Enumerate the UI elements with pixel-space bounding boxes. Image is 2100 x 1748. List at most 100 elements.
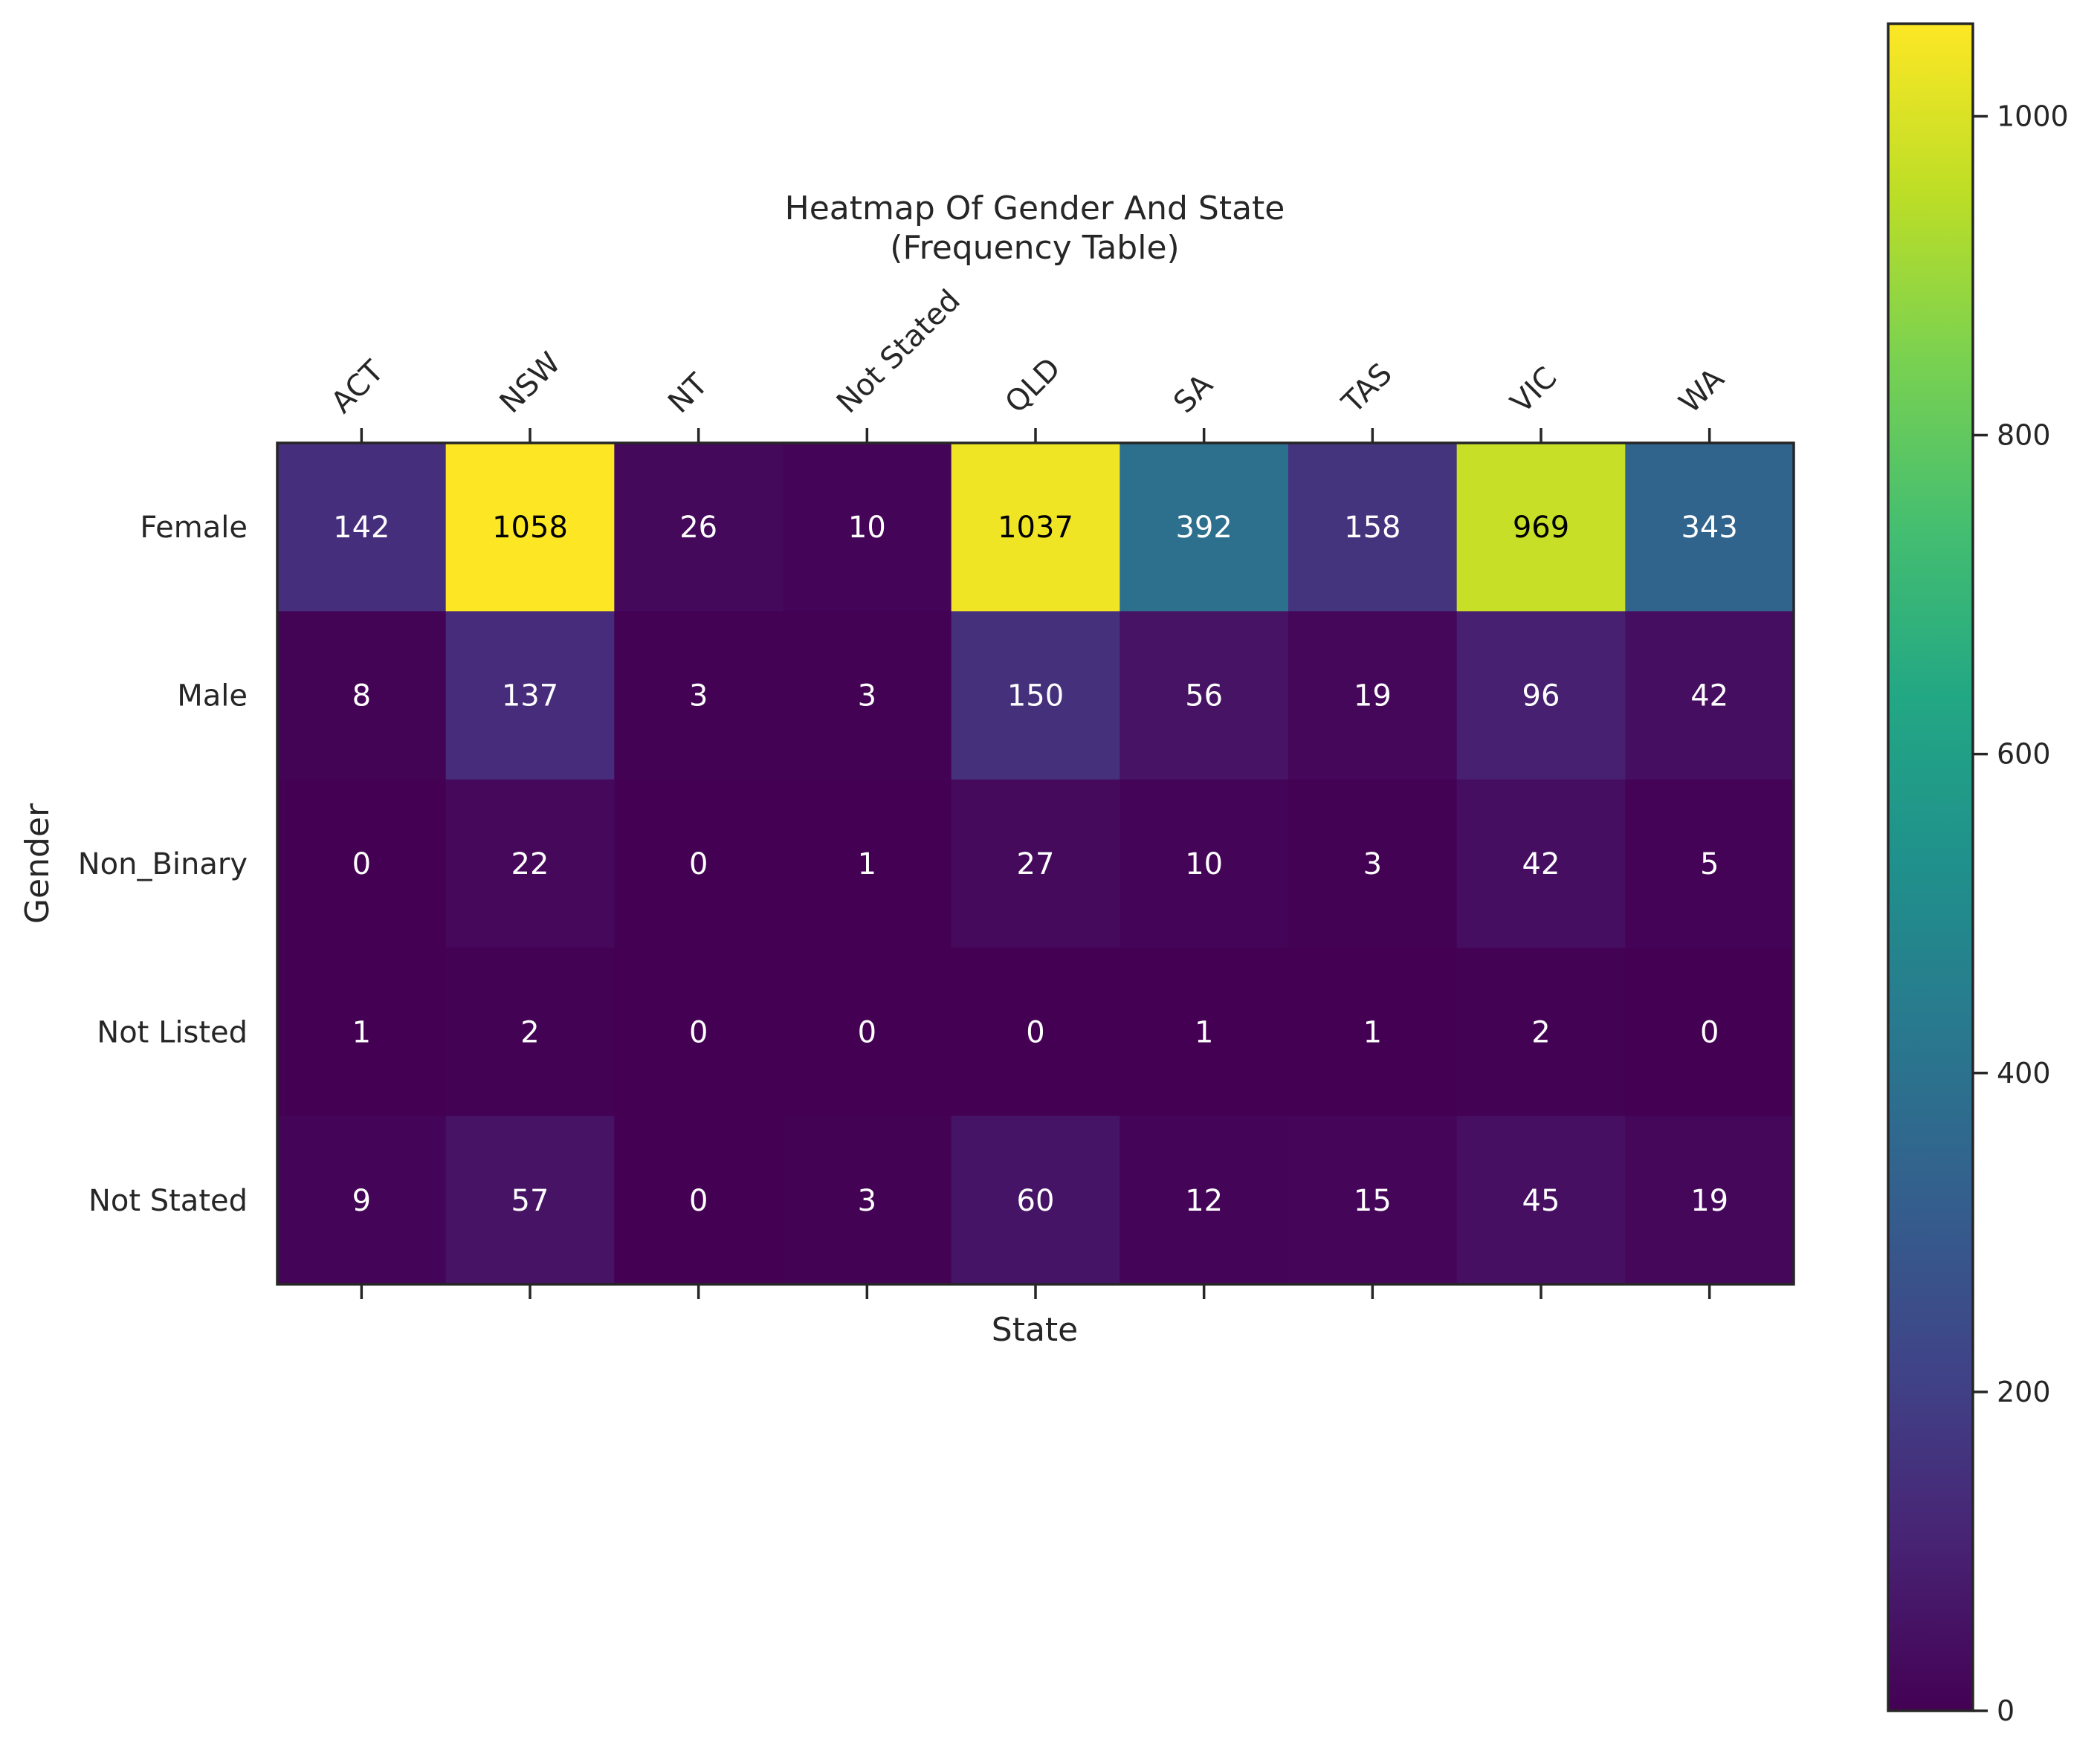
cell-value-label: 10: [848, 511, 886, 545]
heatmap-cell: [783, 443, 952, 612]
heatmap-cell: [1456, 779, 1626, 948]
cell-value-label: 56: [1185, 679, 1223, 713]
heatmap-cell: [783, 948, 952, 1117]
cell-value-label: 3: [1363, 847, 1382, 881]
heatmap-cell: [783, 1116, 952, 1285]
x-tick-label: Not Stated: [830, 283, 967, 420]
heatmap-cell: [1120, 1116, 1289, 1285]
heatmap-cell: [1456, 948, 1626, 1117]
cell-value-label: 1058: [492, 511, 568, 545]
heatmap-cell: [1120, 948, 1289, 1117]
heatmap-cell: [277, 1116, 447, 1285]
heatmap-cell: [614, 611, 784, 780]
heatmap-cell: [951, 779, 1120, 948]
heatmap-cell: [1625, 611, 1794, 780]
cell-value-label: 9: [352, 1184, 371, 1218]
x-tick-label: NSW: [494, 346, 568, 420]
chart-title-line-1: Heatmap Of Gender And State: [785, 190, 1285, 227]
heatmap-cell: [1288, 443, 1458, 612]
heatmap-cell: [614, 948, 784, 1117]
heatmap-cell: [1288, 1116, 1458, 1285]
y-tick-label: Male: [177, 679, 248, 713]
cell-value-label: 96: [1522, 679, 1560, 713]
colorbar-tick-label: 800: [1997, 419, 2051, 452]
heatmap-cell: [1288, 948, 1458, 1117]
heatmap-cell: [951, 948, 1120, 1117]
cell-value-label: 45: [1522, 1184, 1560, 1218]
x-tick-label: TAS: [1335, 357, 1399, 421]
y-tick-label: Non_Binary: [78, 847, 248, 881]
colorbar-tick-label: 1000: [1997, 100, 2069, 132]
cell-value-label: 2: [1531, 1015, 1550, 1049]
cell-value-label: 57: [511, 1184, 549, 1218]
cell-value-label: 2: [520, 1015, 539, 1049]
colorbar-tick-label: 400: [1997, 1057, 2051, 1090]
heatmap-cell: [614, 443, 784, 612]
x-tick-label: WA: [1673, 361, 1731, 420]
y-axis-label: Gender: [19, 803, 56, 924]
heatmap-cell: [445, 779, 615, 948]
heatmap-cell: [1120, 779, 1289, 948]
heatmap-cell: [1456, 1116, 1626, 1285]
heatmap-cell: [1120, 611, 1289, 780]
heatmap-cell: [445, 948, 615, 1117]
cell-value-label: 969: [1513, 511, 1569, 545]
y-axis-ticks: Female Male Non_Binary Not Listed Not Stated: [78, 511, 248, 1218]
heatmap-cell: [277, 611, 447, 780]
cell-value-label: 0: [689, 847, 708, 881]
colorbar-tick-label: 0: [1997, 1694, 2015, 1727]
heatmap-cell: [1625, 1116, 1794, 1285]
cell-value-label: 42: [1522, 847, 1560, 881]
heatmap-cell: [1288, 611, 1458, 780]
cell-value-label: 0: [689, 1184, 708, 1218]
heatmap-cell: [614, 779, 784, 948]
heatmap-cell: [1625, 948, 1794, 1117]
heatmap-cell: [783, 779, 952, 948]
cell-value-label: 343: [1681, 511, 1737, 545]
x-tick-label: QLD: [999, 352, 1067, 420]
y-tick-label: Not Stated: [88, 1184, 248, 1218]
colorbar-tick-label: 600: [1997, 738, 2051, 771]
cell-value-label: 19: [1354, 679, 1392, 713]
cell-value-label: 26: [679, 511, 717, 545]
x-tick-label: NT: [662, 367, 714, 420]
x-axis-label: State: [992, 1311, 1078, 1349]
chart-title-line-2: (Frequency Table): [890, 229, 1179, 267]
x-tick-label: VIC: [1505, 360, 1564, 420]
cell-value-label: 60: [1017, 1184, 1055, 1218]
cell-value-label: 0: [1700, 1015, 1719, 1049]
cell-value-label: 150: [1007, 679, 1064, 713]
cell-value-label: 5: [1700, 847, 1719, 881]
cell-value-label: 0: [352, 847, 371, 881]
colorbar-ticks: 0 200 400 600 800 1000: [1973, 100, 2069, 1727]
cell-value-label: 10: [1185, 847, 1223, 881]
heatmap-cell: [445, 611, 615, 780]
heatmap-cell: [1625, 779, 1794, 948]
cell-value-label: 3: [858, 1184, 876, 1218]
cell-value-label: 158: [1344, 511, 1400, 545]
heatmap-cell: [951, 443, 1120, 612]
heatmap-cell: [277, 443, 447, 612]
cell-value-label: 0: [858, 1015, 876, 1049]
cell-value-label: 42: [1690, 679, 1728, 713]
cell-value-label: 12: [1185, 1184, 1223, 1218]
cell-value-label: 3: [858, 679, 876, 713]
cell-value-label: 19: [1690, 1184, 1728, 1218]
cell-value-label: 0: [1026, 1015, 1044, 1049]
heatmap-cells: [277, 443, 1794, 1285]
x-tick-label: SA: [1167, 367, 1220, 420]
heatmap-cell: [1120, 443, 1289, 612]
cell-value-label: 392: [1175, 511, 1232, 545]
heatmap-cell: [951, 1116, 1120, 1285]
heatmap-cell: [1456, 611, 1626, 780]
cell-value-label: 1: [1363, 1015, 1382, 1049]
heatmap-cell: [1625, 443, 1794, 612]
cell-value-label: 15: [1354, 1184, 1392, 1218]
heatmap-cell: [277, 779, 447, 948]
cell-value-label: 0: [689, 1015, 708, 1049]
heatmap-cell: [614, 1116, 784, 1285]
colorbar-tick-label: 200: [1997, 1376, 2051, 1408]
cell-value-label: 27: [1017, 847, 1055, 881]
heatmap-cell: [1288, 779, 1458, 948]
